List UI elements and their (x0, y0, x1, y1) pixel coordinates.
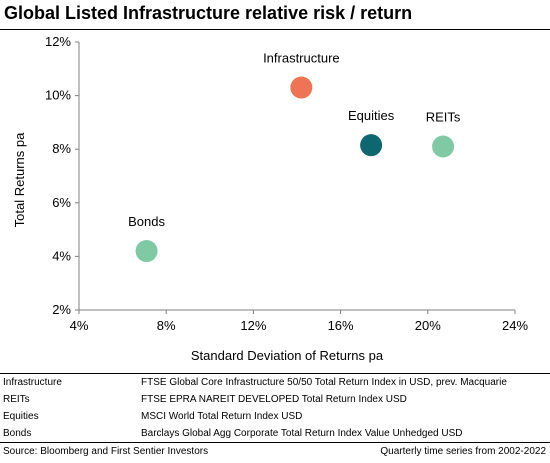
x-tick-label: 20% (415, 318, 441, 333)
x-tick-label: 4% (70, 318, 89, 333)
definition-value: Barclays Global Agg Corporate Total Retu… (141, 428, 463, 439)
y-tick-label: 10% (45, 88, 71, 103)
x-axis-label: Standard Deviation of Returns pa (191, 348, 384, 363)
y-tick-label: 12% (45, 34, 71, 49)
index-definitions: Infrastructure FTSE Global Core Infrastr… (0, 373, 550, 443)
definition-key: Equities (3, 411, 39, 422)
data-point-label: Equities (348, 108, 395, 123)
definition-row: Equities MSCI World Total Return Index U… (0, 408, 550, 425)
x-tick-label: 16% (328, 318, 354, 333)
definition-value: FTSE EPRA NAREIT DEVELOPED Total Return … (141, 394, 407, 405)
definition-row: REITs FTSE EPRA NAREIT DEVELOPED Total R… (0, 391, 550, 408)
data-point (432, 135, 455, 158)
title-bar: Global Listed Infrastructure relative ri… (0, 0, 550, 30)
data-point (135, 240, 158, 263)
chart-points: Infrastructure Equities REITs Bonds (128, 51, 461, 263)
data-point-label: Bonds (128, 214, 165, 229)
scatter-chart: 4% 8% 12% 16% 20% 24%2%4%6%8%10%12% Infrastru… (12, 34, 528, 363)
definition-key: REITs (3, 394, 30, 405)
data-point-label: REITs (426, 110, 461, 125)
period-note: Quarterly time series from 2002-2022 (380, 446, 546, 457)
definition-key: Bonds (3, 428, 32, 439)
x-tick-label: 8% (157, 318, 176, 333)
y-tick-label: 4% (52, 248, 71, 263)
y-axis-label: Total Returns pa (12, 132, 27, 227)
definition-key: Infrastructure (3, 377, 62, 388)
x-tick-label: 24% (502, 318, 528, 333)
definition-row: Bonds Barclays Global Agg Corporate Tota… (0, 425, 550, 443)
data-point (360, 134, 383, 157)
x-tick-label: 12% (240, 318, 266, 333)
definition-value: MSCI World Total Return Index USD (141, 411, 303, 422)
y-tick-label: 8% (52, 141, 71, 156)
data-point-label: Infrastructure (263, 51, 340, 66)
chart-title: Global Listed Infrastructure relative ri… (4, 3, 413, 23)
y-tick-label: 6% (52, 195, 71, 210)
footer: Source: Bloomberg and First Sentier Inve… (0, 443, 550, 461)
data-point (290, 76, 313, 99)
definition-value: FTSE Global Core Infrastructure 50/50 To… (141, 377, 507, 388)
y-tick-label: 2% (52, 302, 71, 317)
definition-row: Infrastructure FTSE Global Core Infrastr… (0, 374, 550, 391)
source-note: Source: Bloomberg and First Sentier Inve… (3, 446, 209, 457)
chart-axes: 4% 8% 12% 16% 20% 24%2%4%6%8%10%12% (45, 34, 528, 333)
